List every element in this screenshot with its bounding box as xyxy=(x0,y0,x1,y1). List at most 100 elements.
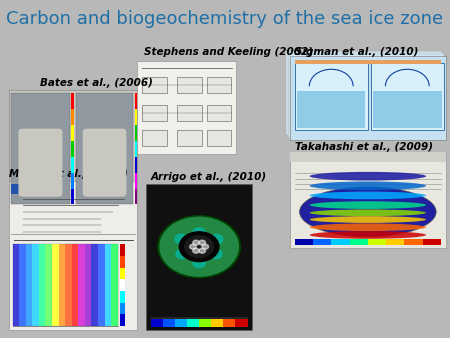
Circle shape xyxy=(199,248,206,253)
Bar xyxy=(207,104,231,121)
Bar xyxy=(135,93,137,109)
Bar xyxy=(111,244,118,326)
Text: Takahashi et al., (2009): Takahashi et al., (2009) xyxy=(295,142,433,152)
Circle shape xyxy=(211,235,223,244)
Bar xyxy=(39,244,45,326)
Circle shape xyxy=(199,240,206,245)
Circle shape xyxy=(175,234,187,244)
Bar xyxy=(290,152,446,162)
Bar xyxy=(65,244,72,326)
Text: Stephens and Keeling (2002): Stephens and Keeling (2002) xyxy=(144,47,313,57)
Bar xyxy=(207,129,231,146)
Bar xyxy=(211,319,223,327)
Bar xyxy=(45,244,52,326)
Bar xyxy=(177,129,202,146)
Bar xyxy=(72,244,78,326)
Bar xyxy=(290,56,446,140)
Bar xyxy=(120,291,125,303)
Bar xyxy=(142,104,167,121)
Bar xyxy=(71,93,74,109)
Bar xyxy=(71,141,74,157)
Bar xyxy=(177,104,202,121)
Bar xyxy=(177,77,202,93)
Bar xyxy=(297,91,365,128)
Ellipse shape xyxy=(310,201,426,209)
Text: McNeil et al., (2007): McNeil et al., (2007) xyxy=(9,169,128,179)
Circle shape xyxy=(193,248,199,253)
Bar xyxy=(135,157,137,173)
Bar xyxy=(19,244,26,326)
FancyBboxPatch shape xyxy=(295,63,368,130)
Circle shape xyxy=(176,249,188,259)
Bar xyxy=(13,244,19,326)
Circle shape xyxy=(180,232,219,262)
Circle shape xyxy=(184,236,214,258)
Bar xyxy=(187,319,199,327)
Bar xyxy=(71,157,74,173)
Bar xyxy=(71,173,74,189)
Bar xyxy=(120,280,125,291)
FancyBboxPatch shape xyxy=(371,63,444,130)
Bar xyxy=(290,152,446,248)
Bar xyxy=(313,239,331,245)
Bar xyxy=(71,189,74,204)
Bar xyxy=(423,239,441,245)
Text: Bates et al., (2006): Bates et al., (2006) xyxy=(40,78,153,88)
Bar xyxy=(135,125,137,141)
Bar xyxy=(288,52,443,137)
Bar xyxy=(135,173,137,189)
Bar xyxy=(120,256,125,268)
Bar xyxy=(223,319,235,327)
FancyBboxPatch shape xyxy=(83,129,126,197)
Bar xyxy=(11,93,70,204)
Bar xyxy=(289,54,444,139)
Ellipse shape xyxy=(310,216,426,223)
Bar xyxy=(175,319,187,327)
Text: Carbon and biogeochemistry of the sea ice zone: Carbon and biogeochemistry of the sea ic… xyxy=(6,9,444,28)
Bar xyxy=(120,244,125,256)
Circle shape xyxy=(202,244,209,249)
Bar xyxy=(295,60,441,64)
Bar xyxy=(135,189,137,204)
Bar xyxy=(386,239,405,245)
Bar xyxy=(71,125,74,141)
Bar xyxy=(295,239,313,245)
Bar xyxy=(9,90,137,210)
Bar xyxy=(13,244,118,326)
Bar xyxy=(32,244,39,326)
Bar xyxy=(78,244,85,326)
Circle shape xyxy=(193,258,205,268)
Bar xyxy=(71,109,74,125)
Bar xyxy=(11,184,20,194)
Bar xyxy=(350,239,368,245)
Circle shape xyxy=(193,240,199,245)
Text: Sigman et al., (2010): Sigman et al., (2010) xyxy=(295,47,418,57)
Ellipse shape xyxy=(310,231,426,239)
Ellipse shape xyxy=(300,187,436,237)
Ellipse shape xyxy=(310,172,426,180)
Ellipse shape xyxy=(310,210,426,216)
Bar xyxy=(91,244,98,326)
Bar xyxy=(135,109,137,125)
Ellipse shape xyxy=(310,182,426,190)
Bar xyxy=(151,319,163,327)
Bar xyxy=(142,129,167,146)
Bar xyxy=(120,303,125,314)
Bar xyxy=(58,244,65,326)
Bar xyxy=(76,93,133,204)
Bar xyxy=(163,319,175,327)
Text: Arrigo et al., (2010): Arrigo et al., (2010) xyxy=(151,172,267,183)
Bar xyxy=(85,244,91,326)
Ellipse shape xyxy=(310,223,426,231)
Bar xyxy=(104,244,111,326)
Bar xyxy=(98,244,104,326)
Bar xyxy=(120,268,125,280)
Bar xyxy=(146,184,252,330)
Bar xyxy=(290,56,446,140)
Bar xyxy=(207,77,231,93)
Bar xyxy=(331,239,350,245)
Bar xyxy=(142,77,167,93)
Bar xyxy=(52,244,58,326)
Bar xyxy=(135,141,137,157)
Ellipse shape xyxy=(310,192,426,199)
